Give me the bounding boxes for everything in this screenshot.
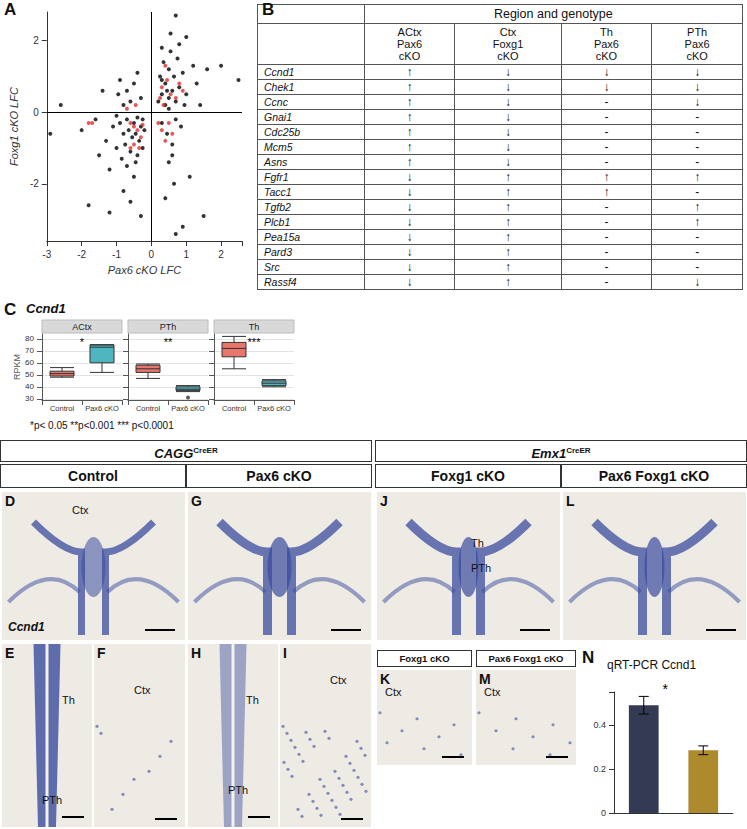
svg-text:Ccnd1: Ccnd1 [26, 301, 66, 316]
svg-text:40: 40 [25, 382, 34, 391]
html-text:Ccnd1: Ccnd1 [8, 620, 45, 634]
html-text:Pax6 Foxg1 cKO: Pax6 Foxg1 cKO [488, 653, 564, 664]
svg-text:PTh: PTh [160, 322, 177, 332]
html-text:Mcm5: Mcm5 [264, 140, 293, 153]
svg-text:***: *** [248, 336, 262, 348]
html-text:Rassf4: Rassf4 [264, 275, 297, 288]
html-text:F: F [97, 645, 106, 661]
html-text:C: C [4, 300, 17, 319]
svg-text:Pax6 cKO LFC: Pax6 cKO LFC [108, 264, 181, 276]
html-text:Th: Th [471, 537, 484, 549]
svg-text:Control: Control [136, 404, 161, 413]
svg-text:RPKM: RPKM [12, 354, 22, 380]
html-text:Ccnd1: Ccnd1 [264, 65, 295, 78]
svg-text:Pax6 cKO: Pax6 cKO [171, 404, 205, 413]
html-text:B: B [262, 0, 275, 19]
html-text:Ctx: Ctx [134, 684, 151, 696]
html-text:Fgfr1: Fgfr1 [264, 170, 289, 183]
svg-text:-1: -1 [112, 249, 121, 260]
svg-text:0.4: 0.4 [593, 720, 606, 730]
svg-text:0.2: 0.2 [593, 764, 606, 774]
svg-text:Th: Th [249, 322, 260, 332]
html-text:Tacc1: Tacc1 [264, 185, 292, 198]
svg-text:Pax6 cKO: Pax6 cKO [257, 404, 291, 413]
svg-text:*: * [663, 681, 669, 697]
html-text:G: G [191, 493, 202, 509]
svg-text:1: 1 [183, 249, 189, 260]
html-text:N: N [582, 648, 595, 667]
html-text:Pea15a: Pea15a [264, 230, 301, 243]
html-text:Th: Th [246, 694, 259, 706]
html-text:cKO: cKO [595, 50, 618, 62]
svg-text:0: 0 [601, 808, 606, 818]
html-text:E: E [5, 645, 15, 661]
html-text:ACtx: ACtx [397, 26, 422, 38]
svg-text:Pax6 cKO: Pax6 cKO [85, 404, 119, 413]
svg-text:qRT-PCR Ccnd1: qRT-PCR Ccnd1 [607, 658, 696, 672]
svg-text:60: 60 [25, 358, 34, 367]
html-text:Th: Th [62, 694, 75, 706]
html-text:cKO: cKO [398, 50, 421, 62]
svg-text:Foxg1 cKO LFC: Foxg1 cKO LFC [8, 87, 20, 166]
html-text:Ctx: Ctx [499, 26, 517, 38]
html-text:Region and genotype: Region and genotype [493, 6, 613, 21]
svg-text:ACtx: ACtx [72, 322, 92, 332]
html-text:Pax6: Pax6 [397, 38, 423, 50]
html-text:Foxg1 cKO: Foxg1 cKO [399, 653, 450, 664]
html-text:A: A [4, 0, 17, 19]
html-text:Pard3: Pard3 [264, 245, 292, 258]
html-text:Tgfb2: Tgfb2 [264, 200, 291, 213]
svg-text:Control: Control [50, 404, 75, 413]
svg-text:80: 80 [25, 334, 34, 343]
html-text:Pax6: Pax6 [593, 38, 619, 50]
html-text:J: J [380, 493, 388, 509]
html-text:Ctx: Ctx [385, 686, 402, 698]
html-text:Emx1CreER: Emx1CreER [531, 446, 591, 462]
html-text:K: K [380, 671, 391, 687]
svg-text:50: 50 [25, 370, 34, 379]
html-text:Ctx: Ctx [72, 504, 89, 516]
html-text:Pax6 cKO: Pax6 cKO [246, 468, 312, 484]
html-text:Chek1: Chek1 [264, 80, 295, 93]
html-text:Plcb1: Plcb1 [264, 215, 291, 228]
html-text:M: M [479, 671, 491, 687]
svg-text:2: 2 [218, 249, 224, 260]
html-text:Ctx: Ctx [330, 674, 347, 686]
html-text:H: H [191, 645, 202, 661]
html-text:D: D [5, 493, 16, 509]
svg-text:-3: -3 [42, 249, 51, 260]
html-text:PTh: PTh [687, 26, 708, 38]
svg-text:0: 0 [149, 249, 155, 260]
svg-text:0: 0 [33, 107, 39, 118]
html-text:Ccnc: Ccnc [264, 95, 288, 108]
html-text:Src: Src [264, 260, 280, 273]
html-text:CAGGCreER: CAGGCreER [154, 446, 218, 462]
svg-text:-2: -2 [77, 249, 86, 260]
html-text:Control: Control [68, 468, 118, 484]
html-text:PTh: PTh [228, 784, 249, 796]
html-text:PTh: PTh [471, 562, 492, 574]
html-text:Pax6 Foxg1 cKO: Pax6 Foxg1 cKO [598, 468, 710, 484]
html-text:Asns: Asns [264, 155, 288, 168]
html-text:Cdc25b: Cdc25b [264, 125, 301, 138]
html-text:cKO: cKO [497, 50, 519, 62]
svg-text:30: 30 [25, 394, 34, 403]
svg-text:*: * [80, 336, 85, 348]
svg-text:**: ** [164, 336, 173, 348]
html-text:I: I [283, 645, 287, 661]
html-text:cKO: cKO [686, 50, 708, 62]
html-text:Th: Th [600, 26, 613, 38]
html-text:L: L [566, 493, 575, 509]
svg-text:70: 70 [25, 346, 34, 355]
html-text:Foxg1 cKO: Foxg1 cKO [431, 468, 505, 484]
svg-text:Control: Control [222, 404, 247, 413]
html-text:Gnai1: Gnai1 [264, 110, 292, 123]
html-text:Pax6: Pax6 [684, 38, 710, 50]
svg-text:-2: -2 [30, 178, 39, 189]
html-text:*p< 0.05 **p<0.001 *** p<0.000: *p< 0.05 **p<0.001 *** p<0.0001 [30, 420, 174, 431]
html-text:Foxg1: Foxg1 [492, 38, 524, 50]
html-text:PTh: PTh [42, 794, 63, 806]
svg-text:2: 2 [33, 35, 39, 46]
html-text:Ctx: Ctx [484, 686, 501, 698]
